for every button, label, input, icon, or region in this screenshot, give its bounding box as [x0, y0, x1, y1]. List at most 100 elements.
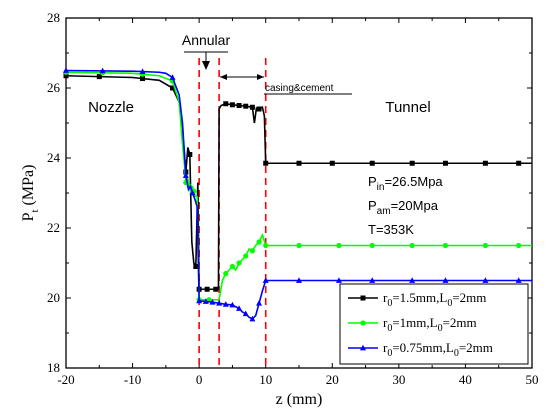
- data-point: [442, 160, 448, 166]
- data-point: [63, 67, 69, 73]
- data-point: [229, 301, 236, 308]
- data-point: [170, 85, 176, 91]
- condition-line: T=353K: [368, 222, 414, 237]
- data-point: [442, 242, 449, 249]
- data-point: [216, 300, 223, 306]
- data-point: [482, 160, 488, 166]
- series-line: [65, 71, 532, 301]
- data-point: [482, 242, 488, 249]
- data-point: [236, 103, 242, 108]
- data-point: [409, 242, 415, 249]
- data-point: [336, 242, 342, 249]
- data-point: [182, 172, 189, 178]
- legend-entry: r0=1.5mm,L0=2mm: [383, 290, 486, 309]
- data-point: [236, 305, 243, 311]
- y-axis-ticks: 18 20 22 24 26 28: [47, 10, 532, 375]
- data-point: [243, 103, 249, 109]
- data-point: [229, 102, 235, 108]
- condition-line: Pam=20Mpa: [368, 198, 439, 217]
- x-tick-label: 40: [459, 372, 472, 387]
- data-point: [236, 260, 242, 266]
- data-point: [187, 152, 193, 157]
- data-point: [243, 253, 249, 259]
- data-point: [202, 298, 209, 304]
- data-point: [409, 277, 416, 283]
- data-point: [209, 299, 216, 305]
- data-point: [222, 301, 229, 307]
- label-tunnel: Tunnel: [385, 99, 430, 116]
- x-tick-label: 30: [392, 372, 405, 387]
- casing-arrow-right: [257, 74, 264, 80]
- casing-arrow-left: [220, 74, 227, 80]
- legend-swatch-marker: [360, 344, 366, 351]
- data-point: [249, 104, 255, 110]
- data-point: [193, 264, 199, 269]
- y-tick-label: 22: [47, 220, 60, 235]
- x-axis-title: z (mm): [276, 391, 323, 408]
- y-tick-label: 20: [47, 290, 60, 305]
- label-annular: Annular: [182, 32, 231, 48]
- data-point: [482, 277, 489, 283]
- x-tick-label: -10: [124, 372, 141, 387]
- legend-swatch-marker: [360, 320, 366, 326]
- data-point: [213, 286, 219, 292]
- data-point: [140, 76, 146, 82]
- data-point: [96, 74, 102, 80]
- annular-arrow-head: [202, 61, 210, 70]
- region-labels: Nozzle Annular casing&cement Tunnel: [88, 32, 431, 116]
- data-point: [296, 160, 302, 166]
- data-point: [223, 101, 229, 107]
- data-point: [335, 277, 342, 283]
- data-point: [442, 277, 449, 283]
- y-tick-label: 26: [47, 80, 61, 95]
- condition-line: Pin=26.5Mpa: [368, 174, 443, 193]
- data-point: [249, 315, 256, 322]
- legend-entry: r0=1mm,L0=2mm: [383, 315, 477, 334]
- data-point: [256, 239, 262, 245]
- label-nozzle: Nozzle: [88, 99, 134, 116]
- data-point: [139, 68, 146, 74]
- data-point: [369, 277, 376, 283]
- data-point: [249, 248, 255, 254]
- label-casing-cement: casing&cement: [265, 83, 334, 94]
- data-point: [196, 297, 203, 304]
- x-tick-label: 50: [526, 372, 539, 387]
- data-point: [263, 160, 269, 166]
- data-point: [263, 242, 269, 249]
- data-point: [369, 160, 375, 166]
- y-tick-label: 18: [47, 360, 60, 375]
- y-axis-title: Pt (MPa): [20, 165, 41, 222]
- data-point: [204, 286, 210, 292]
- y-tick-label: 24: [47, 150, 61, 165]
- data-point: [63, 73, 69, 79]
- series-3: [63, 67, 532, 322]
- y-tick-label: 28: [47, 10, 60, 25]
- conditions-annotation: Pin=26.5Mpa Pam=20Mpa T=353K: [368, 174, 443, 237]
- series-layer: [63, 67, 532, 322]
- data-point: [296, 242, 302, 249]
- x-tick-label: 20: [326, 372, 339, 387]
- data-point: [99, 67, 106, 74]
- data-point: [256, 300, 263, 306]
- x-tick-label: 0: [196, 372, 203, 387]
- data-point: [256, 106, 262, 112]
- data-point: [189, 189, 196, 196]
- data-point: [515, 277, 522, 283]
- data-point: [516, 160, 522, 166]
- data-point: [516, 242, 522, 249]
- data-point: [169, 74, 176, 80]
- legend-entry: r0=0.75mm,L0=2mm: [383, 340, 493, 359]
- data-point: [242, 310, 249, 317]
- x-tick-label: -20: [57, 372, 74, 387]
- data-point: [262, 277, 269, 283]
- data-point: [369, 242, 375, 249]
- data-point: [296, 277, 302, 283]
- x-tick-label: 10: [259, 372, 272, 387]
- data-point: [223, 270, 229, 277]
- legend: r0=1.5mm,L0=2mm r0=1mm,L0=2mm r0=0.75mm,L0…: [339, 283, 529, 365]
- x-axis-ticks: -20 -10 0 10 20 30 40 50: [57, 18, 539, 387]
- legend-swatch-marker: [360, 295, 366, 301]
- series-line: [65, 74, 532, 291]
- data-point: [409, 160, 415, 166]
